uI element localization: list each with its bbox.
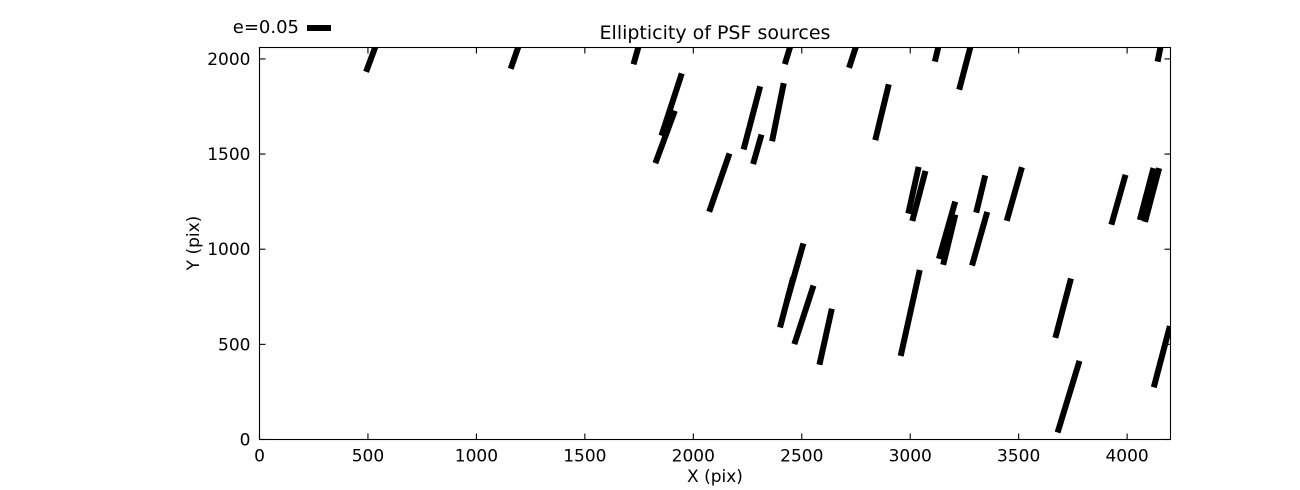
x-tick-label: 4000 — [1105, 447, 1148, 467]
psf-whisker — [769, 82, 787, 142]
x-tick-label: 1500 — [563, 447, 606, 467]
psf-whisker — [969, 211, 991, 267]
psf-whisker — [1136, 167, 1157, 221]
psf-whisker — [1150, 325, 1171, 389]
x-axis-title: X (pix) — [687, 467, 743, 487]
psf-whisker — [909, 170, 929, 222]
x-tick-label: 2000 — [672, 447, 715, 467]
psf-whisker — [1108, 173, 1129, 226]
y-tick-label: 1000 — [207, 240, 250, 260]
psf-whisker — [940, 213, 959, 266]
x-tick-label: 3000 — [889, 447, 932, 467]
psf-whisker — [740, 85, 764, 151]
axis-ticks — [258, 47, 1171, 441]
psf-whisker — [872, 83, 892, 141]
psf-whisker — [706, 152, 733, 213]
psf-whisker — [1054, 359, 1083, 434]
psf-whisker — [363, 47, 379, 73]
y-tick-label: 2000 — [207, 50, 250, 70]
psf-whisker — [936, 200, 959, 260]
psf-whisker — [931, 47, 942, 63]
psf-whisker — [658, 72, 685, 137]
whisker-series — [363, 47, 1171, 434]
y-tick-label: 0 — [240, 431, 251, 451]
psf-whisker — [750, 133, 765, 165]
psf-whisker — [507, 47, 522, 70]
legend-label: e=0.05 — [233, 17, 299, 38]
y-axis-title: Y (pix) — [184, 216, 204, 272]
x-tick-label: 500 — [352, 447, 384, 467]
psf-whisker — [1142, 167, 1163, 223]
psf-whisker — [652, 109, 678, 165]
psf-whisker — [816, 308, 835, 366]
psf-whisker — [1003, 166, 1025, 222]
x-tick-label: 3500 — [997, 447, 1040, 467]
psf-whisker — [1052, 277, 1074, 339]
psf-whisker — [956, 47, 974, 91]
x-tick-label: 1000 — [455, 447, 498, 467]
psf-whisker — [905, 166, 922, 215]
psf-whisker — [781, 47, 794, 66]
x-tick-label: 2500 — [780, 447, 823, 467]
y-tick-label: 500 — [218, 335, 250, 355]
psf-whisker — [1154, 47, 1164, 63]
axis-tick-labels: 0 500 1000 1500 2000 2500 3000 3500 4000 0 500 1000… — [207, 50, 1149, 467]
legend: e=0.05 — [233, 17, 331, 38]
y-tick-label: 1500 — [207, 145, 250, 165]
psf-whisker — [791, 284, 817, 346]
x-tick-label: 0 — [254, 447, 265, 467]
axes-frame — [258, 46, 1172, 441]
psf-whisker — [630, 47, 642, 66]
plot-title: Ellipticity of PSF sources — [600, 22, 831, 44]
psf-whisker — [846, 47, 859, 69]
psf-whisker — [897, 269, 923, 357]
psf-whisker — [973, 174, 989, 214]
psf-whisker — [777, 276, 797, 329]
